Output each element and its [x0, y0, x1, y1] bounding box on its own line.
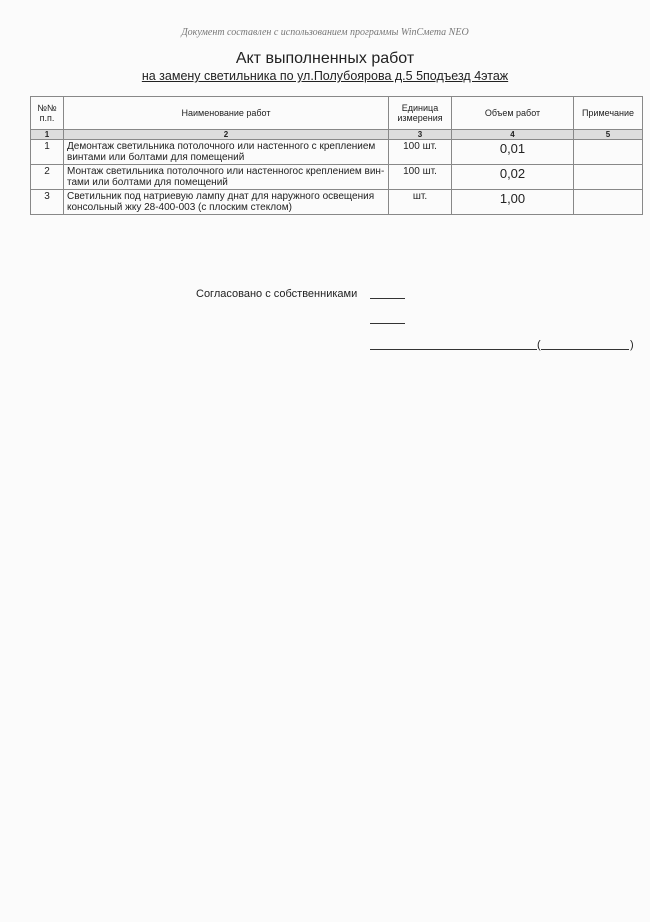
index-cell: 5	[573, 129, 643, 140]
row-note	[573, 139, 643, 165]
row-name: Демонтаж светильника потолочного или нас…	[63, 139, 389, 165]
row-number: 2	[30, 164, 64, 190]
table-row: 2 Монтаж светильника потолочного или нас…	[30, 164, 643, 190]
row-note	[573, 164, 643, 190]
document-subtitle: на замену светильника по ул.Полубоярова …	[141, 69, 509, 83]
open-paren: (	[537, 339, 541, 351]
name-line	[541, 349, 629, 350]
row-number: 1	[30, 139, 64, 165]
row-volume: 0,01	[451, 139, 574, 165]
row-note	[573, 189, 643, 215]
col-unit: Единица измерения	[388, 96, 452, 130]
index-cell: 1	[30, 129, 64, 140]
works-table: №№ п.п. Наименование работ Единица измер…	[30, 96, 643, 215]
agreement-label: Согласовано с собственниками	[196, 288, 358, 300]
index-cell: 3	[388, 129, 452, 140]
signature-line	[370, 323, 405, 324]
table-header: №№ п.п. Наименование работ Единица измер…	[30, 96, 643, 130]
col-name: Наименование работ	[63, 96, 389, 130]
row-volume: 1,00	[451, 189, 574, 215]
col-volume: Объем работ	[451, 96, 574, 130]
index-cell: 2	[63, 129, 389, 140]
row-number: 3	[30, 189, 64, 215]
row-unit: 100 шт.	[388, 164, 452, 190]
signature-line	[370, 298, 405, 299]
row-volume: 0,02	[451, 164, 574, 190]
close-paren: )	[630, 339, 634, 351]
signature-line	[370, 349, 537, 350]
row-name: Светильник под натриевую лампу днат для …	[63, 189, 389, 215]
index-cell: 4	[451, 129, 574, 140]
header-note: Документ составлен с использованием прог…	[181, 27, 469, 38]
col-note: Примечание	[573, 96, 643, 130]
document-title: Акт выполненных работ	[235, 50, 415, 67]
table-row: 1 Демонтаж светильника потолочного или н…	[30, 139, 643, 165]
row-unit: шт.	[388, 189, 452, 215]
index-row: 1 2 3 4 5	[30, 129, 643, 140]
row-unit: 100 шт.	[388, 139, 452, 165]
col-number: №№ п.п.	[30, 96, 64, 130]
row-name: Монтаж светильника потолочного или насте…	[63, 164, 389, 190]
table-row: 3 Светильник под натриевую лампу днат дл…	[30, 189, 643, 215]
